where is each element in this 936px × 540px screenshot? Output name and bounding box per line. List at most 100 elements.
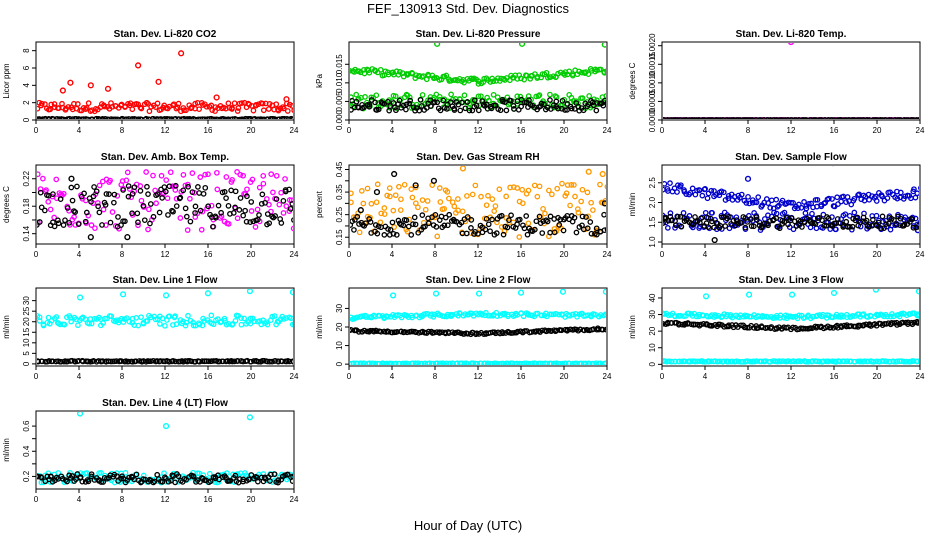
data-point <box>681 117 687 119</box>
data-point <box>146 116 152 119</box>
data-point <box>866 223 873 230</box>
data-point <box>686 213 693 219</box>
data-point <box>911 319 918 326</box>
data-point <box>56 116 63 119</box>
data-point <box>673 222 679 229</box>
data-point <box>93 115 100 119</box>
data-point <box>444 222 451 229</box>
data-point <box>395 217 402 224</box>
data-point <box>129 190 136 197</box>
outlier-point <box>585 168 592 175</box>
data-point <box>175 100 182 107</box>
y-tick-label: 0 <box>22 117 31 122</box>
data-point <box>597 360 604 365</box>
data-point <box>180 187 187 194</box>
data-point <box>422 206 429 213</box>
outlier-point <box>155 78 162 85</box>
data-point <box>873 212 880 219</box>
data-point <box>214 316 221 322</box>
data-point <box>525 220 532 227</box>
x-tick-label: 4 <box>703 250 708 259</box>
data-point <box>290 225 293 232</box>
data-point <box>381 232 388 238</box>
data-point <box>361 327 368 334</box>
data-point <box>783 214 790 221</box>
data-point <box>290 473 293 480</box>
y-tick-label: 0.0005 <box>648 89 657 114</box>
data-point <box>417 97 424 103</box>
data-point <box>478 193 484 200</box>
data-point <box>556 311 562 318</box>
data-point <box>120 116 126 119</box>
data-point <box>111 191 118 198</box>
x-tick-label: 8 <box>746 250 751 259</box>
data-point <box>256 184 263 191</box>
y-tick-label: 10 <box>335 341 344 350</box>
data-point <box>805 201 812 207</box>
data-point <box>849 223 856 230</box>
data-point <box>270 116 276 119</box>
y-tick-label: 0.14 <box>22 225 31 241</box>
data-point <box>761 313 768 320</box>
data-point <box>441 222 448 229</box>
data-point <box>207 478 214 485</box>
data-point <box>350 199 354 206</box>
x-tick-label: 16 <box>204 250 213 259</box>
data-point <box>250 107 257 114</box>
data-point <box>373 92 380 99</box>
y-tick-label: 20 <box>22 317 31 326</box>
data-point <box>580 107 587 114</box>
data-point <box>96 182 103 189</box>
data-point <box>232 317 239 324</box>
chart-panel: Stan. Dev. Line 2 Flow ml/min 0 4 8 12 16 20 24 0… <box>315 275 612 381</box>
data-point <box>682 320 689 327</box>
x-tick-label: 0 <box>347 372 352 381</box>
x-tick-label: 12 <box>787 372 796 381</box>
outlier-point <box>915 289 919 295</box>
data-point <box>444 189 451 195</box>
data-point <box>814 196 821 203</box>
data-point <box>123 315 130 321</box>
data-point <box>755 194 762 201</box>
data-point <box>198 226 205 233</box>
outlier-point <box>289 289 293 296</box>
data-point <box>50 116 57 119</box>
data-point <box>197 207 204 214</box>
data-point <box>102 115 109 119</box>
data-point <box>918 185 919 191</box>
outlier-point <box>178 50 185 57</box>
data-point <box>851 195 858 202</box>
data-point <box>448 91 454 98</box>
data-point <box>126 318 133 325</box>
data-point <box>468 225 474 231</box>
outlier-point <box>67 79 74 86</box>
data-point <box>406 100 413 107</box>
data-point <box>162 322 168 329</box>
data-point <box>50 191 56 197</box>
data-point <box>102 315 108 322</box>
data-point <box>814 358 820 365</box>
data-point <box>83 105 90 111</box>
data-point <box>498 212 505 219</box>
data-point <box>280 210 287 216</box>
data-point <box>133 116 139 119</box>
data-point <box>223 195 229 201</box>
data-point <box>261 116 267 119</box>
data-point <box>126 474 132 481</box>
data-point <box>497 107 504 114</box>
data-point <box>575 209 582 216</box>
data-point <box>247 320 254 327</box>
x-tick-label: 24 <box>916 126 925 135</box>
data-point <box>145 191 151 197</box>
data-point <box>698 215 704 222</box>
data-point <box>578 198 585 205</box>
data-point <box>747 216 754 222</box>
data-point <box>176 116 183 119</box>
data-point <box>865 358 871 365</box>
data-point <box>154 100 161 107</box>
data-point <box>289 201 293 207</box>
x-tick-label: 12 <box>787 126 796 135</box>
data-point <box>777 312 784 319</box>
x-tick-label: 4 <box>703 372 708 381</box>
y-tick-label: 2.0 <box>648 196 657 208</box>
